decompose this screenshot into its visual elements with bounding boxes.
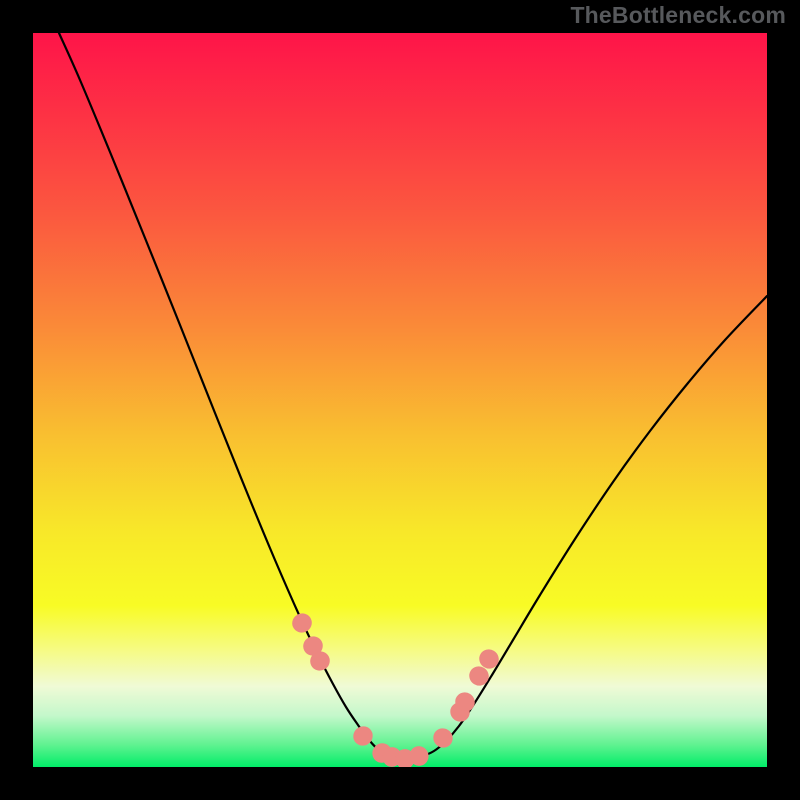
chart-frame: TheBottleneck.com — [0, 0, 800, 800]
plot-area — [33, 33, 767, 767]
bottleneck-chart-svg — [0, 0, 800, 800]
watermark-text: TheBottleneck.com — [570, 2, 786, 29]
